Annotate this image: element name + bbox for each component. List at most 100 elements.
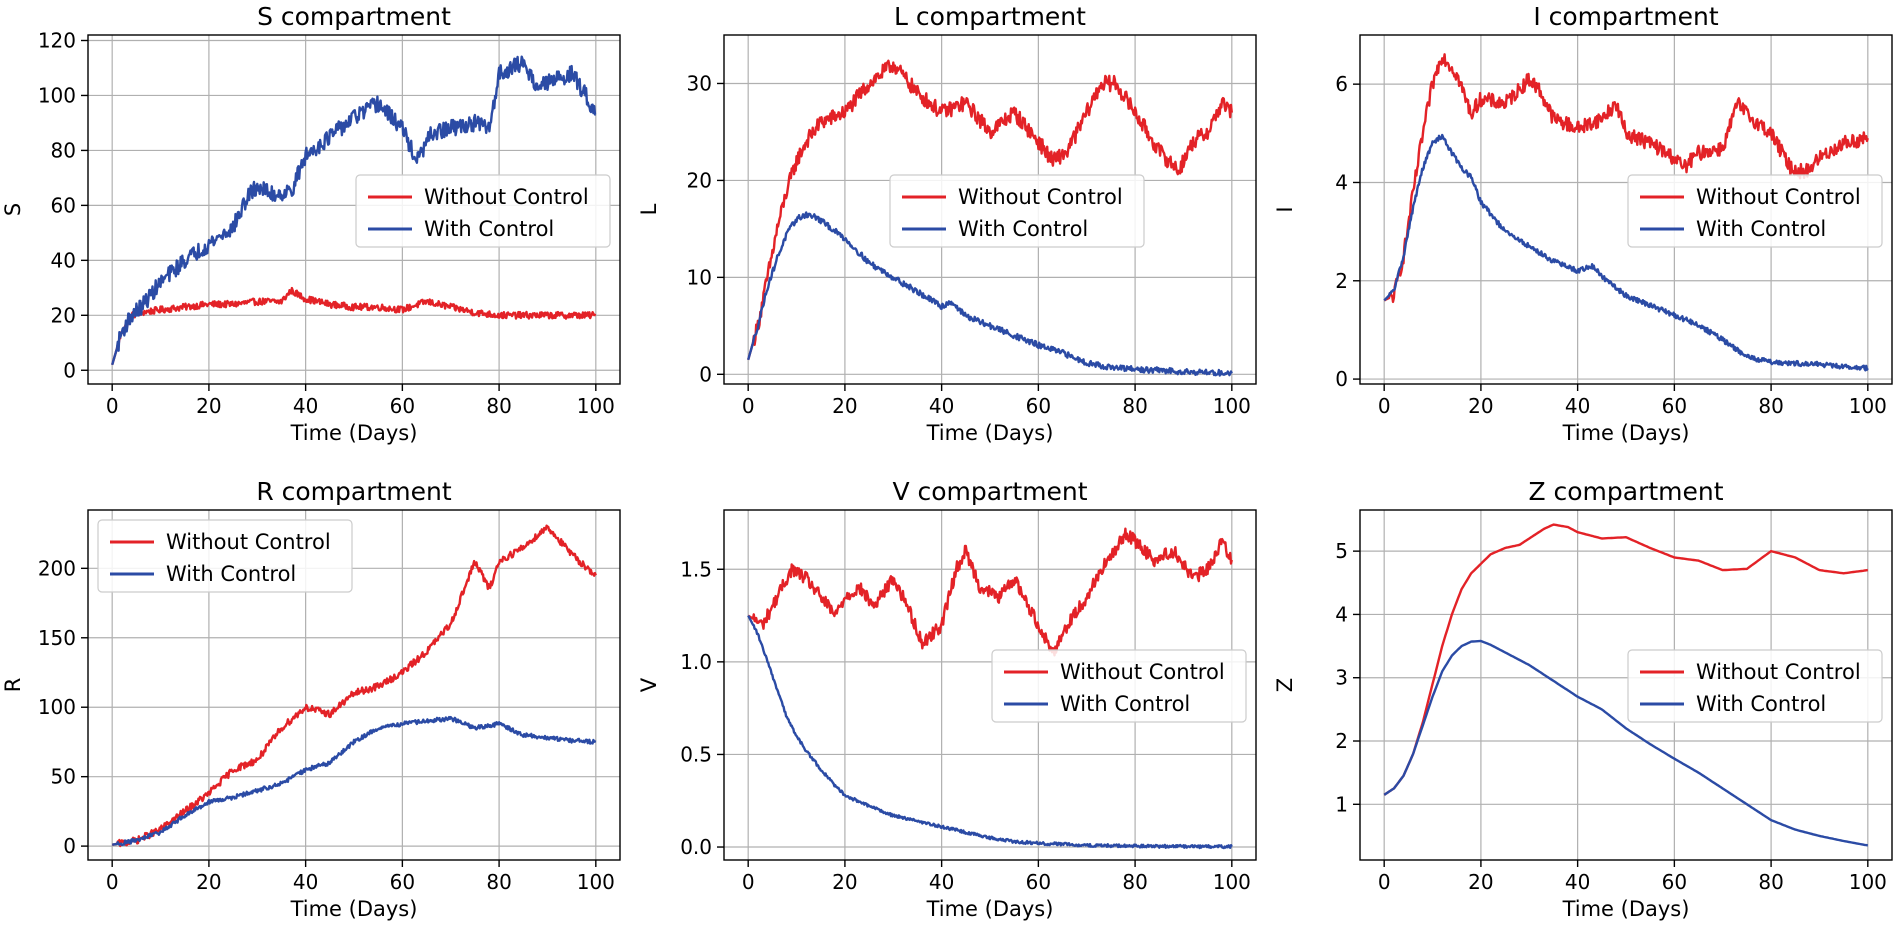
- x-tick-label: 40: [293, 870, 318, 894]
- plot-frame: [87, 509, 621, 861]
- y-axis-label: L: [637, 203, 661, 215]
- x-axis-label: Time (Days): [290, 421, 418, 445]
- y-tick-label: 20: [687, 168, 712, 192]
- x-tick-label: 100: [1849, 870, 1887, 894]
- legend: Without Control With Control: [991, 649, 1247, 723]
- x-tick-label: 0: [106, 870, 119, 894]
- legend-box: [889, 174, 1145, 248]
- legend-label: Without Control: [1696, 185, 1861, 209]
- series-line-without-control: [1383, 53, 1869, 304]
- y-tick-label: 0: [699, 362, 712, 386]
- legend-box: [1627, 649, 1883, 723]
- plot-frame: [1359, 34, 1893, 385]
- x-tick-label: 60: [1662, 870, 1687, 894]
- legend-label: With Control: [1696, 217, 1826, 241]
- chart-panel-4: 0 20 40 60 80 100 0 50 100 150 200 R compartment Tim…: [1, 477, 621, 921]
- y-tick-label: 4: [1335, 602, 1348, 626]
- x-tick-label: 20: [1468, 870, 1493, 894]
- x-tick-label: 100: [577, 394, 615, 418]
- chart-title: S compartment: [257, 2, 451, 31]
- x-tick-label: 20: [832, 870, 857, 894]
- y-tick-label: 6: [1335, 72, 1348, 96]
- x-tick-label: 40: [1565, 870, 1590, 894]
- chart-title: R compartment: [256, 477, 452, 506]
- y-tick-label: 50: [51, 765, 76, 789]
- x-tick-label: 100: [1213, 394, 1251, 418]
- chart-panel-6: 0 20 40 60 80 100 1 2 3 4 5 Z compartment Time (Days…: [1273, 477, 1893, 921]
- x-tick-label: 0: [742, 870, 755, 894]
- x-tick-label: 40: [293, 394, 318, 418]
- chart-title: V compartment: [892, 477, 1087, 506]
- y-tick-label: 80: [51, 138, 76, 162]
- y-tick-label: 1.5: [680, 557, 712, 581]
- y-tick-label: 5: [1335, 539, 1348, 563]
- plot-frame: [1359, 509, 1893, 861]
- series-line-without-control: [747, 59, 1233, 361]
- series-line-with-control: [747, 615, 1233, 850]
- legend: Without Control With Control: [1627, 174, 1883, 248]
- series-line-without-control: [111, 286, 597, 366]
- x-tick-label: 60: [390, 394, 415, 418]
- legend-label: With Control: [1060, 692, 1190, 716]
- x-tick-label: 100: [577, 870, 615, 894]
- legend-box: [991, 649, 1247, 723]
- x-tick-label: 40: [929, 870, 954, 894]
- legend-box: [355, 174, 611, 248]
- x-tick-label: 20: [196, 870, 221, 894]
- x-tick-label: 20: [1468, 394, 1493, 418]
- x-tick-label: 100: [1213, 870, 1251, 894]
- y-axis-label: I: [1273, 206, 1297, 212]
- y-tick-label: 3: [1335, 666, 1348, 690]
- y-tick-label: 100: [38, 83, 76, 107]
- x-tick-label: 0: [1378, 870, 1391, 894]
- plot-frame: [723, 34, 1257, 385]
- series-line-with-control: [111, 715, 597, 847]
- x-tick-label: 80: [1122, 394, 1147, 418]
- legend-box: [97, 519, 353, 593]
- x-tick-label: 80: [1758, 394, 1783, 418]
- chart-title: L compartment: [894, 2, 1086, 31]
- x-tick-label: 0: [106, 394, 119, 418]
- y-tick-label: 100: [38, 695, 76, 719]
- x-axis-label: Time (Days): [1562, 421, 1690, 445]
- y-tick-label: 0.5: [680, 742, 712, 766]
- legend: Without Control With Control: [1627, 649, 1883, 723]
- legend-label: With Control: [1696, 692, 1826, 716]
- legend: Without Control With Control: [355, 174, 611, 248]
- x-tick-label: 80: [486, 870, 511, 894]
- x-tick-label: 60: [1026, 870, 1051, 894]
- x-tick-label: 60: [390, 870, 415, 894]
- x-tick-label: 20: [832, 394, 857, 418]
- y-tick-label: 2: [1335, 269, 1348, 293]
- y-axis-label: R: [1, 678, 25, 693]
- y-tick-label: 120: [38, 28, 76, 52]
- x-tick-label: 80: [1122, 870, 1147, 894]
- plot-frame: [723, 509, 1257, 861]
- chart-panel-2: 0 20 40 60 80 100 0 10 20 30 L compartment Time (Da…: [637, 2, 1257, 445]
- legend-box: [1627, 174, 1883, 248]
- x-tick-label: 40: [929, 394, 954, 418]
- y-tick-label: 30: [687, 71, 712, 95]
- legend-label: Without Control: [166, 530, 331, 554]
- series-line-with-control: [1383, 639, 1869, 847]
- chart-title: Z compartment: [1528, 477, 1723, 506]
- series-line-with-control: [747, 211, 1233, 377]
- y-tick-label: 2: [1335, 729, 1348, 753]
- y-axis-label: S: [1, 203, 25, 216]
- y-tick-label: 0: [1335, 367, 1348, 391]
- x-tick-label: 80: [1758, 870, 1783, 894]
- legend-label: Without Control: [958, 185, 1123, 209]
- plot-frame: [87, 34, 621, 385]
- series-line-without-control: [111, 524, 597, 848]
- series-line-with-control: [111, 55, 597, 366]
- x-axis-label: Time (Days): [926, 421, 1054, 445]
- y-tick-label: 0.0: [680, 835, 712, 859]
- chart-title: I compartment: [1533, 2, 1719, 31]
- chart-panel-5: 0 20 40 60 80 100 0.0 0.5 1.0 1.5 V compartment Tim…: [637, 477, 1257, 921]
- series-line-without-control: [1383, 523, 1868, 796]
- x-axis-label: Time (Days): [926, 897, 1054, 921]
- chart-panel-3: 0 20 40 60 80 100 0 2 4 6 I compartment Time (Days)…: [1273, 2, 1893, 445]
- x-tick-label: 80: [486, 394, 511, 418]
- y-tick-label: 4: [1335, 170, 1348, 194]
